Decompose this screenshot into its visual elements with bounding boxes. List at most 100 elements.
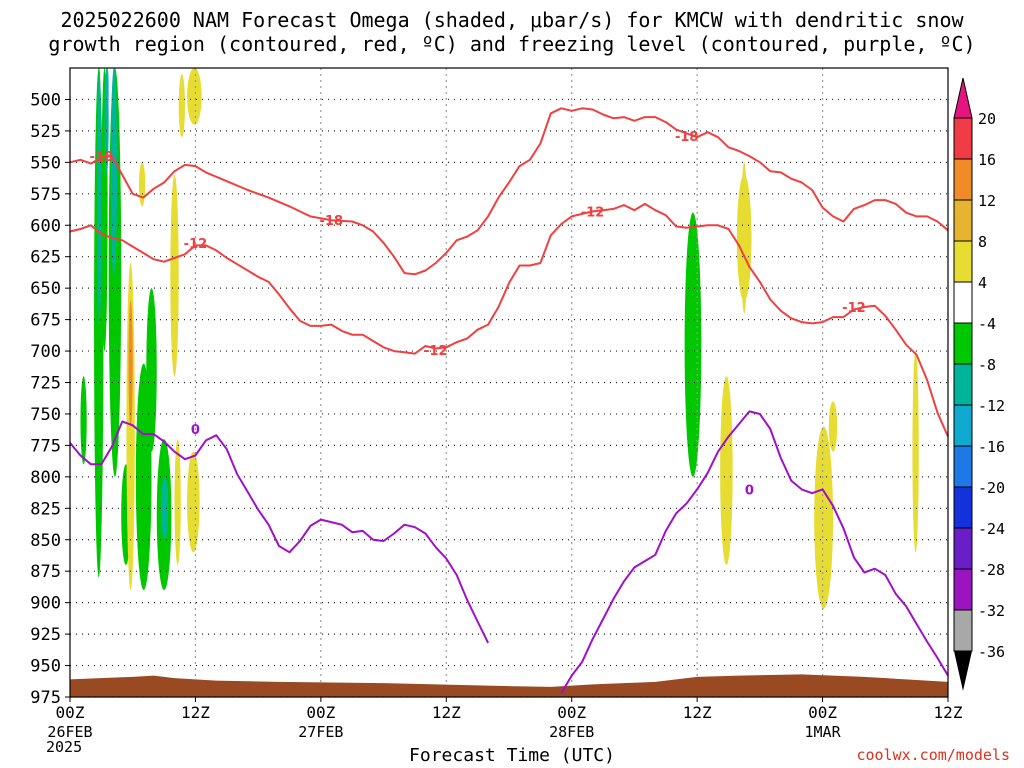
colorbar-segment: [953, 240, 973, 283]
omega-shade-cell: [128, 300, 133, 427]
colorbar-label: -16: [978, 438, 1005, 456]
colorbar-top-arrow: [953, 77, 973, 119]
x-tick-label: 00Z: [306, 703, 335, 722]
x-tick-label: 00Z: [557, 703, 586, 722]
colorbar-segment: [953, 363, 973, 406]
colorbar-label: 20: [978, 110, 996, 128]
omega-shade-cell: [720, 376, 733, 565]
y-tick-label: 750: [30, 405, 61, 425]
y-tick-label: 600: [30, 216, 61, 236]
freezing-contour: [69, 420, 489, 644]
colorbar-segment: [953, 486, 973, 529]
x-tick-label: 12Z: [181, 703, 210, 722]
colorbar-segment: [953, 281, 973, 324]
omega-shade-cell: [170, 174, 179, 377]
colorbar-label: 12: [978, 192, 996, 210]
omega-shade-cell: [187, 451, 200, 553]
colorbar-label: -8: [978, 356, 996, 374]
colorbar-segment: [953, 158, 973, 201]
contour-label: 0: [191, 423, 200, 438]
colorbar-segment: [953, 322, 973, 365]
y-tick-label: 875: [30, 562, 61, 582]
omega-shade-cell: [828, 401, 838, 452]
y-tick-label: 725: [30, 374, 61, 394]
omega-shade-cell: [178, 74, 185, 138]
colorbar-label: -32: [978, 602, 1005, 620]
omega-shade-cell: [80, 376, 87, 465]
omega-shade-cell: [146, 288, 157, 452]
y-tick-label: 700: [30, 342, 61, 362]
colorbar-segment: [953, 568, 973, 611]
colorbar-label: -4: [978, 315, 996, 333]
x-axis-title: Forecast Time (UTC): [409, 745, 615, 766]
omega-shade-cell: [814, 426, 834, 609]
contour-label: -12: [842, 301, 866, 316]
omega-shade-cell: [160, 476, 169, 540]
year-label: 2025: [46, 738, 83, 756]
y-tick-label: 625: [30, 248, 61, 268]
colorbar-label: -12: [978, 397, 1005, 415]
omega-shade-cell: [97, 68, 102, 326]
colorbar-segment: [953, 609, 973, 652]
credit-link[interactable]: coolwx.com/models: [856, 746, 1010, 764]
y-tick-label: 675: [30, 311, 61, 331]
x-tick-label: 12Z: [683, 703, 712, 722]
x-date-label: 26FEB: [47, 723, 92, 741]
colorbar-segment: [953, 527, 973, 570]
x-date-label: 28FEB: [549, 723, 594, 741]
y-tick-label: 500: [30, 90, 61, 110]
y-tick-label: 550: [30, 153, 61, 173]
contour-label: -12: [184, 237, 208, 252]
contour-label: -12: [581, 205, 605, 220]
x-tick-label: 12Z: [432, 703, 461, 722]
contour-label: -12: [424, 344, 448, 359]
colorbar-label: -36: [978, 643, 1005, 661]
colorbar-label: -20: [978, 479, 1005, 497]
dgz-contour--12: [69, 202, 949, 438]
colorbar-segment: [953, 404, 973, 447]
contour-label: -18: [320, 214, 344, 229]
y-tick-label: 775: [30, 436, 61, 456]
x-tick-label: 00Z: [808, 703, 837, 722]
chart-title-line-1: 2025022600 NAM Forecast Omega (shaded, μ…: [60, 8, 964, 32]
omega-shade-cell: [110, 68, 118, 276]
omega-shade-cell: [138, 162, 146, 207]
y-tick-label: 525: [30, 122, 61, 142]
terrain-fill: [70, 674, 948, 697]
colorbar-label: 4: [978, 274, 987, 292]
x-tick-label: 12Z: [934, 703, 963, 722]
chart-title-line-2: growth region (contoured, red, ºC) and f…: [48, 32, 976, 56]
colorbar-label: -28: [978, 561, 1005, 579]
colorbar-label: 8: [978, 233, 987, 251]
y-tick-label: 975: [30, 688, 61, 708]
omega-shade-cell: [174, 439, 181, 565]
colorbar-segment: [953, 117, 973, 160]
freezing-contour: [560, 410, 949, 694]
y-tick-label: 800: [30, 468, 61, 488]
omega-shade-cell: [106, 68, 109, 113]
contour-label: 0: [745, 483, 754, 498]
omega-shade-cell: [741, 162, 748, 314]
y-tick-label: 950: [30, 657, 61, 677]
colorbar-label: 16: [978, 151, 996, 169]
omega-shade-cell: [187, 68, 202, 125]
y-tick-label: 900: [30, 594, 61, 614]
y-tick-label: 925: [30, 625, 61, 645]
contour-label: -18: [90, 150, 114, 165]
y-tick-label: 850: [30, 531, 61, 551]
colorbar-label: -24: [978, 520, 1005, 538]
colorbar-bottom-arrow: [954, 651, 972, 691]
omega-shade-cell: [684, 212, 702, 477]
y-tick-label: 575: [30, 185, 61, 205]
colorbar-segment: [953, 199, 973, 242]
contour-label: -18: [675, 130, 699, 145]
x-tick-label: 00Z: [56, 703, 85, 722]
y-tick-label: 650: [30, 279, 61, 299]
omega-shade-cell: [912, 351, 919, 553]
y-tick-label: 825: [30, 499, 61, 519]
dgz-contour--18: [69, 107, 949, 276]
x-date-label: 1MAR: [805, 723, 842, 741]
x-date-label: 27FEB: [298, 723, 343, 741]
colorbar-segment: [953, 445, 973, 488]
